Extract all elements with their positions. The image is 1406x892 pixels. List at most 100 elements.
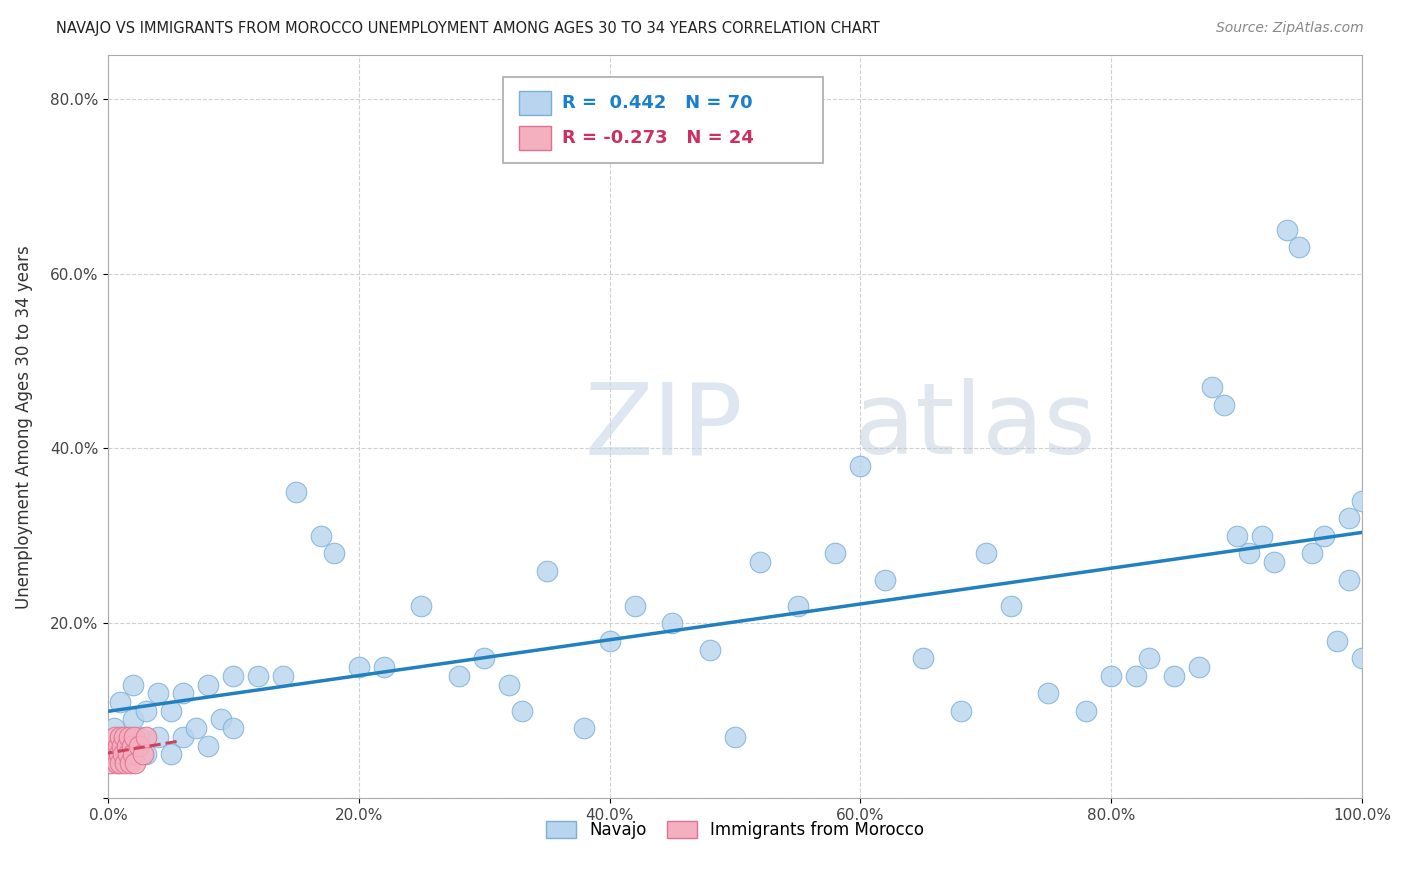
Point — [114, 756, 136, 771]
Point — [1263, 555, 1285, 569]
Text: Source: ZipAtlas.com: Source: ZipAtlas.com — [1216, 21, 1364, 35]
Point — [134, 704, 156, 718]
Point — [105, 756, 128, 771]
Point — [159, 704, 181, 718]
Point — [1226, 529, 1249, 543]
Point — [122, 730, 145, 744]
Point — [1237, 546, 1260, 560]
Point — [247, 669, 270, 683]
Text: atlas: atlas — [853, 378, 1095, 475]
Point — [1339, 511, 1361, 525]
Point — [132, 747, 155, 762]
Point — [118, 730, 141, 744]
Point — [824, 546, 846, 560]
Point — [110, 695, 132, 709]
Point — [699, 642, 721, 657]
Point — [103, 721, 125, 735]
Point — [122, 747, 145, 762]
Point — [107, 739, 129, 753]
Point — [108, 747, 131, 762]
Point — [197, 677, 219, 691]
Point — [536, 564, 558, 578]
Point — [197, 739, 219, 753]
Point — [111, 747, 134, 762]
Point — [101, 739, 124, 753]
Point — [1000, 599, 1022, 613]
Point — [661, 616, 683, 631]
Point — [1074, 704, 1097, 718]
Point — [1301, 546, 1323, 560]
Point — [159, 747, 181, 762]
Point — [447, 669, 470, 683]
Point — [122, 713, 145, 727]
Point — [1351, 494, 1374, 508]
Point — [974, 546, 997, 560]
Point — [172, 730, 194, 744]
Text: ZIP: ZIP — [585, 378, 742, 475]
Y-axis label: Unemployment Among Ages 30 to 34 years: Unemployment Among Ages 30 to 34 years — [15, 244, 32, 608]
Point — [1250, 529, 1272, 543]
Point — [111, 739, 134, 753]
Point — [1213, 398, 1236, 412]
Point — [112, 730, 135, 744]
Point — [128, 730, 150, 744]
Bar — [519, 91, 551, 114]
Point — [411, 599, 433, 613]
Point — [110, 756, 132, 771]
Point — [184, 721, 207, 735]
Point — [1038, 686, 1060, 700]
Point — [273, 669, 295, 683]
Point — [599, 633, 621, 648]
Point — [510, 704, 533, 718]
Point — [912, 651, 935, 665]
Point — [128, 739, 150, 753]
Text: R = -0.273   N = 24: R = -0.273 N = 24 — [562, 128, 754, 146]
Point — [1163, 669, 1185, 683]
Point — [1339, 573, 1361, 587]
Point — [498, 677, 520, 691]
Point — [373, 660, 395, 674]
Point — [1188, 660, 1211, 674]
Point — [849, 458, 872, 473]
Point — [1351, 651, 1374, 665]
Point — [1313, 529, 1336, 543]
Point — [1326, 633, 1348, 648]
Point — [222, 669, 245, 683]
Point — [347, 660, 370, 674]
Point — [121, 739, 143, 753]
Text: R =  0.442   N = 70: R = 0.442 N = 70 — [562, 94, 752, 112]
Point — [146, 686, 169, 700]
Point — [115, 739, 138, 753]
Point — [1201, 380, 1223, 394]
Point — [623, 599, 645, 613]
Bar — [519, 126, 551, 150]
Point — [120, 756, 142, 771]
Legend: Navajo, Immigrants from Morocco: Navajo, Immigrants from Morocco — [540, 814, 931, 846]
Point — [1275, 223, 1298, 237]
Point — [100, 756, 122, 771]
Point — [1137, 651, 1160, 665]
Point — [749, 555, 772, 569]
Point — [875, 573, 897, 587]
Point — [309, 529, 332, 543]
Point — [222, 721, 245, 735]
Point — [1099, 669, 1122, 683]
Bar — [503, 78, 823, 163]
Point — [146, 730, 169, 744]
Point — [285, 485, 308, 500]
Point — [134, 747, 156, 762]
Point — [115, 739, 138, 753]
Point — [724, 730, 747, 744]
Point — [574, 721, 596, 735]
Point — [172, 686, 194, 700]
Point — [786, 599, 808, 613]
Point — [110, 730, 132, 744]
Point — [104, 730, 127, 744]
Point — [117, 747, 139, 762]
Point — [1288, 240, 1310, 254]
Point — [103, 747, 125, 762]
Text: NAVAJO VS IMMIGRANTS FROM MOROCCO UNEMPLOYMENT AMONG AGES 30 TO 34 YEARS CORRELA: NAVAJO VS IMMIGRANTS FROM MOROCCO UNEMPL… — [56, 21, 880, 36]
Point — [472, 651, 495, 665]
Point — [1125, 669, 1147, 683]
Point — [122, 677, 145, 691]
